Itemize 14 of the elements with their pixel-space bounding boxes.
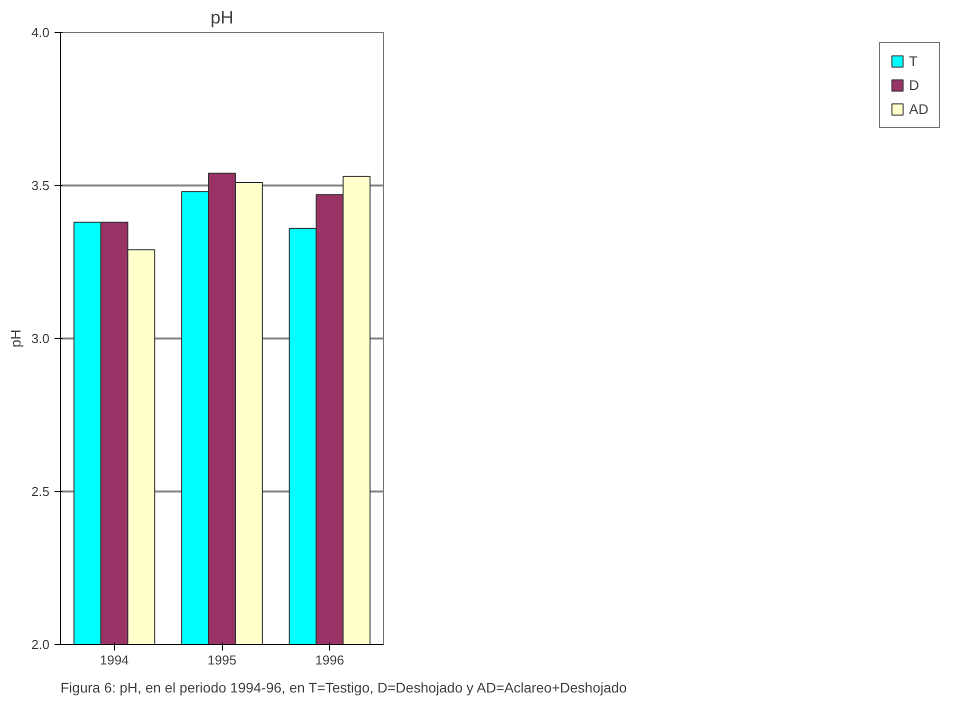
y-axis-title: pH	[7, 330, 24, 348]
legend-label: AD	[909, 101, 929, 117]
x-tick-label: 1994	[100, 652, 129, 668]
x-tick-label: 1995	[208, 652, 236, 668]
y-tick-label: 3.0	[31, 331, 50, 346]
chart-title: pH	[210, 8, 234, 28]
text: Figura 6: pH, en el periodo 1994-96, en T=Testigo, D=Deshojado y AD=Aclareo+Deshojado	[60, 680, 628, 696]
y-tick-label: 4.0	[31, 25, 50, 40]
legend-label: D	[909, 77, 920, 93]
y-tick-label: 2.0	[31, 637, 50, 652]
y-tick-label: 3.5	[31, 178, 50, 193]
y-tick-label: 2.5	[31, 484, 50, 499]
legend-label: T	[909, 53, 919, 69]
x-tick-label: 1996	[315, 652, 344, 668]
